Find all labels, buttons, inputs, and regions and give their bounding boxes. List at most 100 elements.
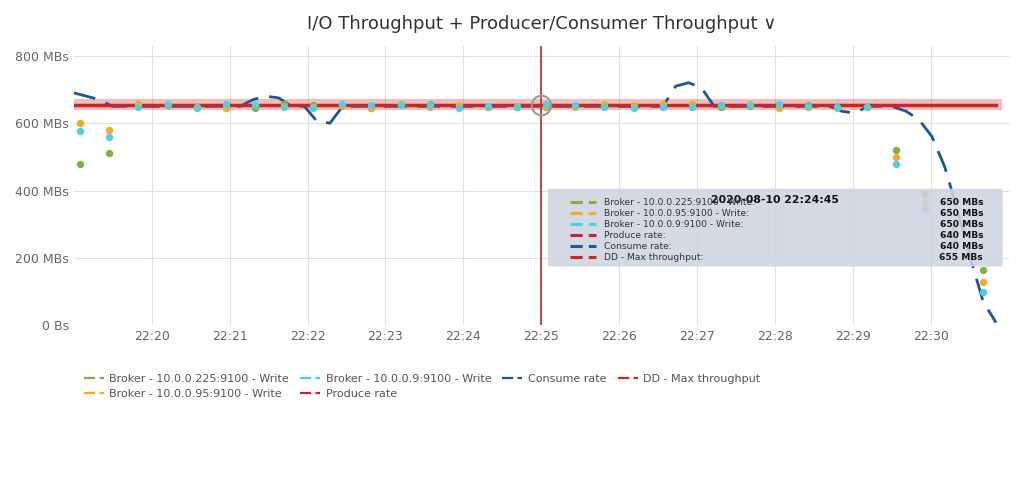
Point [946,237,963,245]
Point [596,100,612,107]
Point [946,222,963,230]
Point [858,103,874,111]
Text: Consume rate:: Consume rate: [604,242,672,250]
Point [422,101,438,108]
Point [538,103,554,110]
Point [480,103,497,110]
Point [596,103,612,110]
Point [72,127,88,135]
Point [509,103,525,111]
Point [741,100,758,108]
Point [364,101,380,109]
Point [713,102,729,109]
Point [130,100,146,107]
Point [538,100,554,108]
Point [247,101,263,109]
Point [72,119,88,127]
Point [275,100,292,108]
Text: 650 MBs: 650 MBs [940,220,983,229]
Point [392,100,409,107]
Point [829,103,846,111]
Point [858,103,874,111]
Point [422,103,438,111]
Point [275,102,292,110]
Point [916,190,933,198]
Point [741,101,758,109]
Point [101,134,118,141]
Point [654,102,671,109]
Point [946,229,963,237]
Point [509,104,525,111]
Point [422,101,438,108]
Point [684,104,700,111]
Point [130,101,146,109]
Point [800,102,816,110]
Text: 640 MBs: 640 MBs [940,231,983,240]
Point [188,103,205,110]
Point [188,104,205,111]
Point [567,102,584,109]
Point [567,102,584,109]
Point [916,198,933,206]
Point [451,104,467,111]
Text: Broker - 10.0.0.95:9100 - Write:: Broker - 10.0.0.95:9100 - Write: [604,209,749,218]
Text: DD - Max throughput:: DD - Max throughput: [604,252,703,262]
Point [392,101,409,109]
Point [654,103,671,110]
Point [654,100,671,108]
Point [451,103,467,111]
Text: 650 MBs: 650 MBs [940,198,983,207]
Point [626,101,642,108]
Text: Broker - 10.0.0.9:9100 - Write:: Broker - 10.0.0.9:9100 - Write: [604,220,743,229]
Point [160,101,176,108]
Point [684,100,700,108]
Point [392,100,409,108]
Point [364,104,380,112]
Point [275,103,292,111]
Point [305,102,322,109]
Point [888,146,904,154]
Text: 650 MBs: 650 MBs [940,209,983,218]
Point [247,104,263,112]
Point [888,160,904,168]
Point [218,104,234,111]
Text: 655 MBs: 655 MBs [939,252,983,262]
Point [538,102,554,109]
Point [975,288,991,296]
Point [829,104,846,111]
Point [771,104,787,111]
Point [858,103,874,111]
Point [247,101,263,108]
Point [218,100,234,107]
Text: Produce rate:: Produce rate: [604,231,666,240]
Point [72,160,88,168]
Point [888,153,904,161]
Point [101,149,118,157]
Point [713,103,729,110]
Point [160,102,176,109]
FancyBboxPatch shape [548,189,1002,267]
Point [916,205,933,213]
Title: I/O Throughput + Producer/Consumer Throughput ∨: I/O Throughput + Producer/Consumer Throu… [306,15,776,33]
Point [596,102,612,110]
Point [101,126,118,134]
Text: 640 MBs: 640 MBs [940,242,983,250]
Point [975,278,991,286]
Point [771,102,787,110]
Point [800,101,816,108]
Point [188,104,205,111]
Point [829,104,846,112]
Point [305,104,322,112]
Point [480,103,497,111]
Point [800,103,816,111]
Text: 2020-08-10 22:24:45: 2020-08-10 22:24:45 [712,195,839,205]
Point [305,104,322,111]
Point [509,102,525,109]
Point [160,101,176,108]
Point [771,100,787,108]
Point [334,101,350,108]
Point [130,104,146,111]
Point [218,104,234,111]
Point [334,102,350,110]
Point [741,103,758,110]
